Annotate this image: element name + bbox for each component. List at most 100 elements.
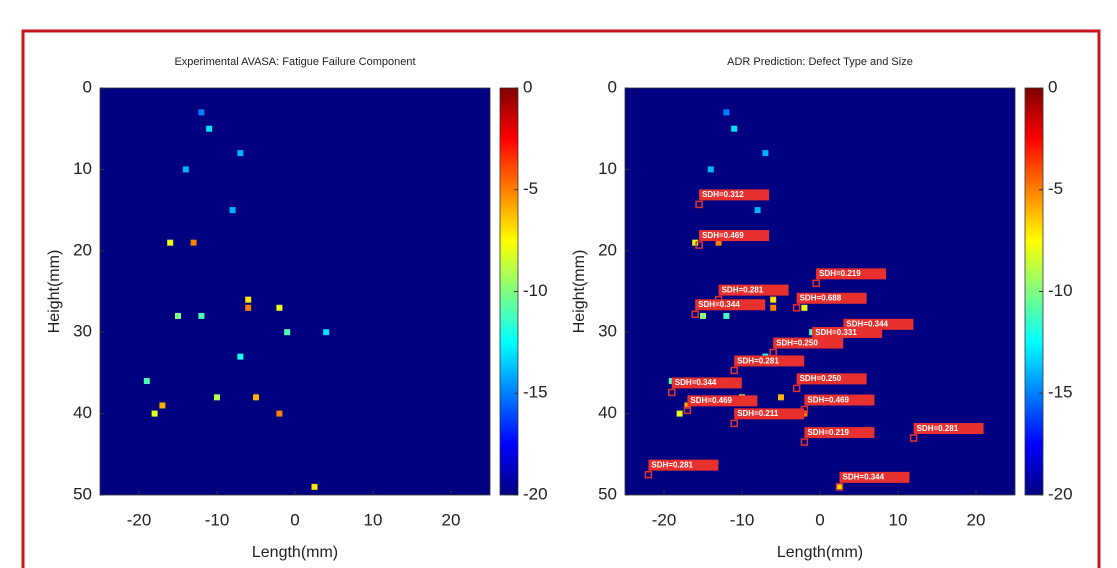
hot-spot bbox=[276, 410, 283, 417]
detection-label-box bbox=[734, 408, 805, 420]
x-tick-label: 20 bbox=[442, 510, 461, 529]
x-tick-label: -10 bbox=[205, 510, 230, 529]
hot-spot bbox=[159, 402, 166, 409]
detection-label: SDH=0.250 bbox=[800, 374, 842, 383]
detection-marker bbox=[668, 388, 676, 397]
colorbar-tick-label: 0 bbox=[523, 77, 532, 96]
hot-spot bbox=[182, 166, 189, 173]
detection-label: SDH=0.344 bbox=[843, 473, 885, 482]
hot-spot bbox=[700, 312, 706, 319]
detection-marker bbox=[730, 366, 738, 375]
hot-spot bbox=[323, 329, 330, 336]
hot-spot bbox=[836, 483, 843, 490]
detection-label: SDH=0.331 bbox=[815, 328, 857, 337]
hot-spot bbox=[754, 207, 761, 214]
detection-label-box bbox=[648, 459, 719, 471]
detection-label: SDH=0.469 bbox=[807, 395, 849, 404]
detection-marker bbox=[695, 241, 703, 249]
detection-marker bbox=[792, 384, 801, 393]
detection-marker bbox=[730, 419, 738, 428]
detection-label: SDH=0.344 bbox=[675, 378, 717, 387]
hot-spot bbox=[276, 304, 283, 311]
detection-label-box bbox=[796, 292, 867, 304]
hot-spot bbox=[762, 150, 769, 157]
chart-title: Experimental AVASA: Fatigue Failure Comp… bbox=[174, 56, 415, 68]
y-tick-label: 10 bbox=[598, 159, 617, 178]
hot-spot bbox=[206, 125, 213, 132]
detection-label: SDH=0.469 bbox=[690, 396, 732, 405]
detection-label: SDH=0.688 bbox=[800, 294, 842, 303]
detection-label-box bbox=[812, 326, 883, 338]
detection-label-box bbox=[913, 423, 984, 435]
detection-label-box bbox=[816, 268, 887, 280]
hot-spot bbox=[676, 410, 683, 417]
hot-spot bbox=[723, 109, 730, 116]
detection-label-box bbox=[699, 189, 770, 201]
y-tick-label: 20 bbox=[73, 240, 92, 259]
detection-label-box bbox=[796, 373, 867, 385]
hot-spot bbox=[707, 166, 714, 173]
y-axis-label: Height(mm) bbox=[46, 250, 63, 334]
x-tick-label: -10 bbox=[730, 510, 755, 529]
y-tick-label: 40 bbox=[598, 403, 617, 422]
x-tick-label: 0 bbox=[815, 510, 824, 529]
hot-spot bbox=[190, 239, 197, 246]
detection-label-box bbox=[839, 471, 910, 483]
detection-marker bbox=[909, 434, 918, 442]
detection-label-box bbox=[687, 395, 758, 407]
detection-marker bbox=[695, 200, 703, 209]
detection-label: SDH=0.281 bbox=[737, 356, 779, 365]
hot-spot bbox=[715, 239, 722, 246]
y-axis-label: Height(mm) bbox=[571, 250, 588, 334]
hot-spot bbox=[778, 394, 784, 401]
hot-spot bbox=[151, 410, 158, 417]
detection-marker bbox=[683, 406, 692, 415]
x-axis-label: Length(mm) bbox=[777, 544, 863, 561]
hot-spot bbox=[237, 150, 244, 157]
detection-label: SDH=0.344 bbox=[846, 320, 888, 329]
detection-label: SDH=0.219 bbox=[819, 269, 861, 278]
detection-label: SDH=0.219 bbox=[807, 428, 849, 437]
hot-spot bbox=[692, 239, 699, 246]
detection-label-box bbox=[773, 337, 844, 349]
y-tick-label: 50 bbox=[73, 484, 92, 503]
y-tick-label: 50 bbox=[598, 484, 617, 503]
hot-spot bbox=[214, 394, 220, 401]
hot-spot bbox=[770, 296, 777, 303]
detection-label-box bbox=[695, 299, 766, 311]
x-tick-label: 10 bbox=[364, 510, 383, 529]
hot-spot bbox=[284, 329, 291, 336]
x-tick-label: 20 bbox=[967, 510, 986, 529]
detection-label-box bbox=[734, 355, 805, 367]
y-tick-label: 40 bbox=[73, 403, 92, 422]
detection-label: SDH=0.469 bbox=[702, 231, 744, 240]
hot-spot bbox=[229, 207, 236, 214]
x-tick-label: 0 bbox=[290, 510, 299, 529]
hot-spot bbox=[237, 353, 244, 360]
detection-label-box bbox=[671, 377, 742, 389]
detection-marker bbox=[800, 438, 809, 446]
hot-spot bbox=[245, 304, 252, 311]
hot-spot bbox=[311, 483, 318, 490]
y-tick-label: 0 bbox=[608, 77, 617, 96]
detection-label: SDH=0.344 bbox=[698, 300, 740, 309]
detection-label: SDH=0.250 bbox=[776, 338, 818, 347]
colorbar-tick-label: 0 bbox=[1048, 77, 1057, 96]
x-tick-label: -20 bbox=[652, 510, 677, 529]
detection-marker bbox=[691, 310, 699, 319]
hot-spot bbox=[167, 239, 174, 246]
x-axis-label: Length(mm) bbox=[252, 544, 338, 561]
hot-spot bbox=[731, 125, 738, 132]
hot-spot bbox=[770, 304, 777, 311]
detection-label: SDH=0.312 bbox=[702, 190, 744, 199]
colorbar-tick-label: -20 bbox=[1048, 484, 1073, 503]
hot-spot bbox=[175, 312, 181, 319]
detection-label: SDH=0.281 bbox=[722, 285, 764, 294]
colorbar-tick-label: -15 bbox=[1048, 383, 1073, 402]
frame bbox=[21, 29, 1101, 568]
hot-spot bbox=[143, 378, 150, 385]
detection-label-box bbox=[699, 230, 770, 242]
y-tick-label: 30 bbox=[73, 322, 92, 341]
detection-label: SDH=0.281 bbox=[651, 460, 693, 469]
